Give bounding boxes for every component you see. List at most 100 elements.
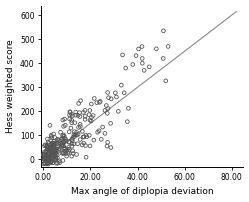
Point [49,148,53,152]
Point [60,143,64,146]
Point [81,111,85,114]
Point [52,154,56,158]
Point [53,148,57,152]
Point [78,115,82,118]
Point [50,143,54,146]
Point [70,115,74,118]
Point [47,152,51,155]
Point [52,140,56,143]
Point [89,119,93,123]
Point [44,162,48,165]
Point [46,154,50,158]
Point [70,119,74,122]
Point [57,138,61,141]
Point [125,120,129,123]
Point [72,130,76,133]
Point [62,135,66,138]
Point [51,142,55,145]
X-axis label: Max angle of diplopia deviation: Max angle of diplopia deviation [71,187,214,196]
Point [140,62,144,65]
Point [63,137,67,140]
Point [106,141,110,144]
Point [62,125,65,128]
Point [49,157,53,160]
Point [47,147,51,150]
Point [64,152,68,155]
Point [74,110,78,114]
Point [142,69,146,72]
Point [105,112,109,115]
Point [59,131,62,134]
Point [74,114,78,117]
Point [47,155,51,158]
Point [47,160,51,163]
Point [44,154,48,157]
Point [122,91,126,94]
Point [57,149,61,152]
Point [77,102,81,105]
Point [71,136,75,139]
Point [47,161,51,164]
Point [70,139,74,142]
Point [49,160,53,163]
Point [45,162,49,166]
Point [45,160,49,163]
Point [116,110,120,113]
Point [67,130,71,134]
Point [71,152,75,155]
Point [55,138,59,141]
Point [87,113,91,116]
Point [76,126,80,129]
Point [54,157,58,160]
Point [66,146,70,149]
Point [89,116,93,119]
Point [57,147,61,150]
Point [63,124,67,127]
Point [62,133,66,137]
Point [54,158,58,162]
Point [52,144,56,147]
Point [43,156,47,159]
Point [50,157,54,160]
Point [49,146,53,149]
Point [43,143,47,146]
Point [62,151,66,154]
Y-axis label: Hess weighted score: Hess weighted score [5,39,14,133]
Point [47,159,51,162]
Point [58,161,62,164]
Point [50,149,54,153]
Point [42,153,46,156]
Point [49,161,53,164]
Point [50,146,54,149]
Point [42,157,46,160]
Point [53,159,57,162]
Point [84,134,88,137]
Point [52,151,56,154]
Point [56,162,60,165]
Point [61,118,65,122]
Point [78,111,82,114]
Point [83,115,87,118]
Point [52,149,56,152]
Point [60,152,64,155]
Point [75,134,79,137]
Point [49,151,53,155]
Point [68,110,72,113]
Point [96,131,100,134]
Point [62,144,65,147]
Point [119,84,123,87]
Point [49,154,53,157]
Point [48,149,52,152]
Point [73,121,77,124]
Point [56,144,60,147]
Point [54,148,58,151]
Point [52,150,56,153]
Point [83,118,87,121]
Point [54,150,58,154]
Point [48,156,52,159]
Point [140,57,144,60]
Point [131,63,135,66]
Point [57,159,61,162]
Point [46,159,50,162]
Point [164,79,168,82]
